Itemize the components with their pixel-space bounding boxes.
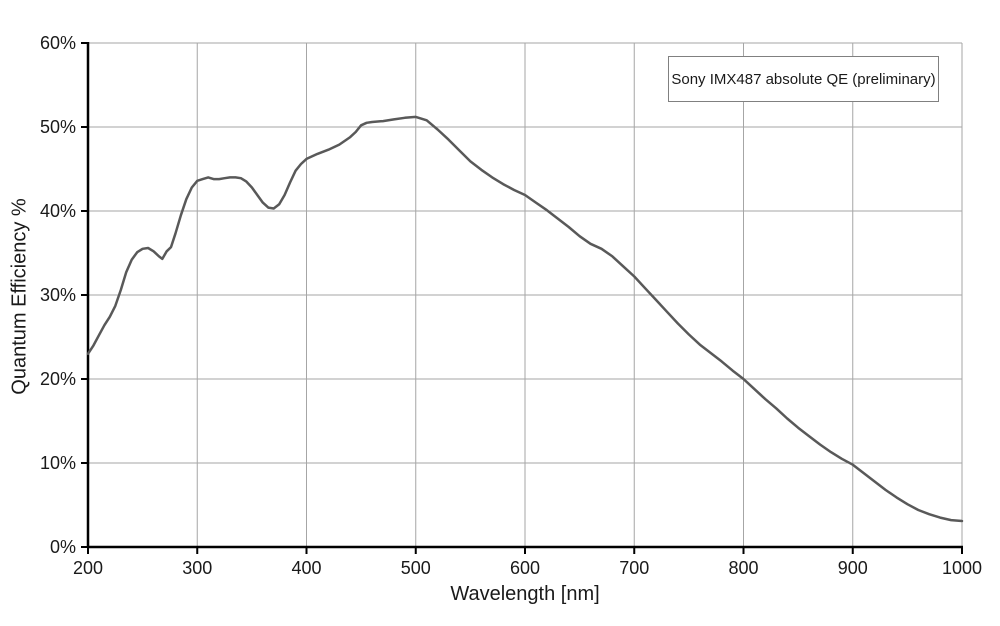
x-tick-label: 500 xyxy=(401,558,431,578)
x-tick-label: 1000 xyxy=(942,558,982,578)
legend-label: Sony IMX487 absolute QE (preliminary) xyxy=(671,70,936,88)
y-tick-label: 0% xyxy=(50,537,76,557)
qe-curve xyxy=(86,115,964,523)
x-tick-label: 400 xyxy=(291,558,321,578)
y-tick-label: 50% xyxy=(40,117,76,137)
x-tick-label: 600 xyxy=(510,558,540,578)
y-tick-label: 10% xyxy=(40,453,76,473)
x-tick-label: 300 xyxy=(182,558,212,578)
y-axis-title: Quantum Efficiency % xyxy=(8,198,31,395)
x-tick-label: 900 xyxy=(838,558,868,578)
x-tick-label: 700 xyxy=(619,558,649,578)
y-tick-label: 20% xyxy=(40,369,76,389)
x-axis-title: Wavelength [nm] xyxy=(450,583,600,605)
x-tick-label: 200 xyxy=(73,558,103,578)
y-tick-label: 60% xyxy=(40,33,76,53)
x-tick-label: 800 xyxy=(728,558,758,578)
y-tick-label: 40% xyxy=(40,201,76,221)
y-tick-label: 30% xyxy=(40,285,76,305)
legend: Sony IMX487 absolute QE (preliminary) xyxy=(668,56,939,102)
